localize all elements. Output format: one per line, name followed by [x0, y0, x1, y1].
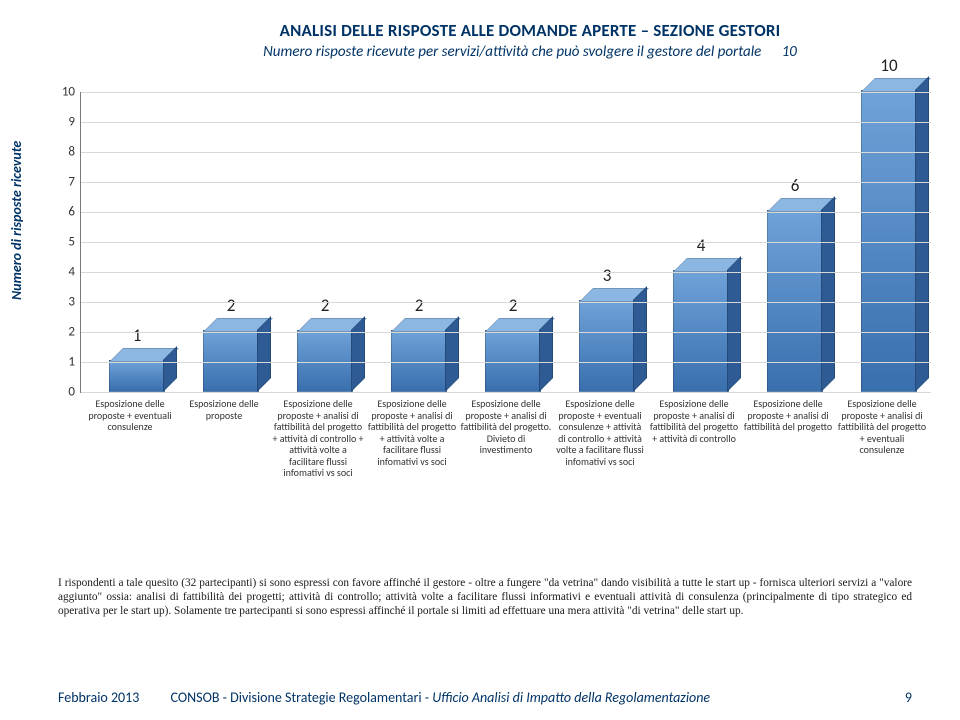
x-category-label: Esposizione delle proposte + eventuali c…	[554, 398, 646, 467]
body-paragraph: I rispondenti a tale quesito (32 parteci…	[58, 576, 912, 618]
bar-value-label: 4	[661, 235, 741, 256]
bar-front	[203, 330, 259, 392]
title-sub-text: Numero risposte ricevute per servizi/att…	[263, 43, 761, 61]
bar-side-face	[257, 316, 271, 392]
footer-page-number: 9	[905, 689, 912, 706]
x-category-label: Esposizione delle proposte + analisi di …	[648, 398, 740, 444]
bar-value-label: 10	[849, 55, 929, 76]
footer-org: CONSOB - Divisione Strategie Regolamenta…	[171, 689, 711, 706]
gridline	[81, 122, 931, 123]
gridline	[81, 302, 931, 303]
x-category-label: Esposizione delle proposte + analisi di …	[366, 398, 458, 467]
gridline	[81, 152, 931, 153]
chart-area: 1222234610 012345678910	[80, 92, 931, 393]
gridline	[81, 92, 931, 93]
bar-front	[485, 330, 541, 392]
y-tick-label: 9	[68, 115, 75, 130]
x-category-label: Esposizione delle proposte + eventuali c…	[84, 398, 176, 433]
y-tick-label: 2	[68, 325, 75, 340]
gridline	[81, 392, 931, 393]
x-category-label: Esposizione delle proposte + analisi di …	[742, 398, 834, 433]
title-block: ANALISI DELLE RISPOSTE ALLE DOMANDE APER…	[150, 20, 910, 61]
y-tick-label: 6	[68, 205, 75, 220]
gridline	[81, 182, 931, 183]
bar-value-label: 2	[379, 295, 459, 316]
title-count: 10	[782, 43, 797, 61]
gridline	[81, 242, 931, 243]
footer-date: Febbraio 2013	[58, 689, 139, 706]
bar-front	[391, 330, 447, 392]
bar-front	[297, 330, 353, 392]
bar-value-label: 2	[473, 295, 553, 316]
bar-front	[861, 90, 917, 392]
gridline	[81, 272, 931, 273]
bar-front	[109, 360, 165, 392]
bar-side-face	[351, 316, 365, 392]
bar-value-label: 2	[191, 295, 271, 316]
bar-side-face	[539, 316, 553, 392]
gridline	[81, 362, 931, 363]
footer-org-plain: CONSOB - Divisione Strategie Regolamenta…	[171, 689, 433, 706]
title-sub: Numero risposte ricevute per servizi/att…	[150, 43, 910, 61]
y-tick-label: 8	[68, 145, 75, 160]
y-tick-label: 3	[68, 295, 75, 310]
bar-value-label: 6	[755, 175, 835, 196]
x-axis-labels: Esposizione delle proposte + eventuali c…	[80, 398, 930, 568]
gridline	[81, 332, 931, 333]
bar-front	[767, 210, 823, 392]
footer: Febbraio 2013 CONSOB - Divisione Strateg…	[58, 689, 912, 706]
x-category-label: Esposizione delle proposte	[178, 398, 270, 421]
bar-front	[579, 300, 635, 392]
bar-front	[673, 270, 729, 392]
y-axis-label: Numero di risposte ricevute	[8, 141, 25, 300]
bar-value-label: 3	[567, 265, 647, 286]
x-category-label: Esposizione delle proposte + analisi di …	[272, 398, 364, 479]
gridline	[81, 212, 931, 213]
y-tick-label: 0	[68, 385, 75, 400]
y-tick-label: 4	[68, 265, 75, 280]
y-tick-label: 10	[62, 85, 75, 100]
bar-value-label: 1	[97, 325, 177, 346]
footer-org-italic: Ufficio Analisi di Impatto della Regolam…	[432, 689, 710, 706]
y-tick-label: 7	[68, 175, 75, 190]
y-tick-label: 1	[68, 355, 75, 370]
y-tick-label: 5	[68, 235, 75, 250]
bar-value-label: 2	[285, 295, 365, 316]
bar-side-face	[915, 76, 929, 392]
bar-side-face	[727, 256, 741, 392]
title-main: ANALISI DELLE RISPOSTE ALLE DOMANDE APER…	[150, 20, 910, 41]
x-category-label: Esposizione delle proposte + analisi di …	[460, 398, 552, 456]
bar-side-face	[445, 316, 459, 392]
x-category-label: Esposizione delle proposte + analisi di …	[836, 398, 928, 456]
